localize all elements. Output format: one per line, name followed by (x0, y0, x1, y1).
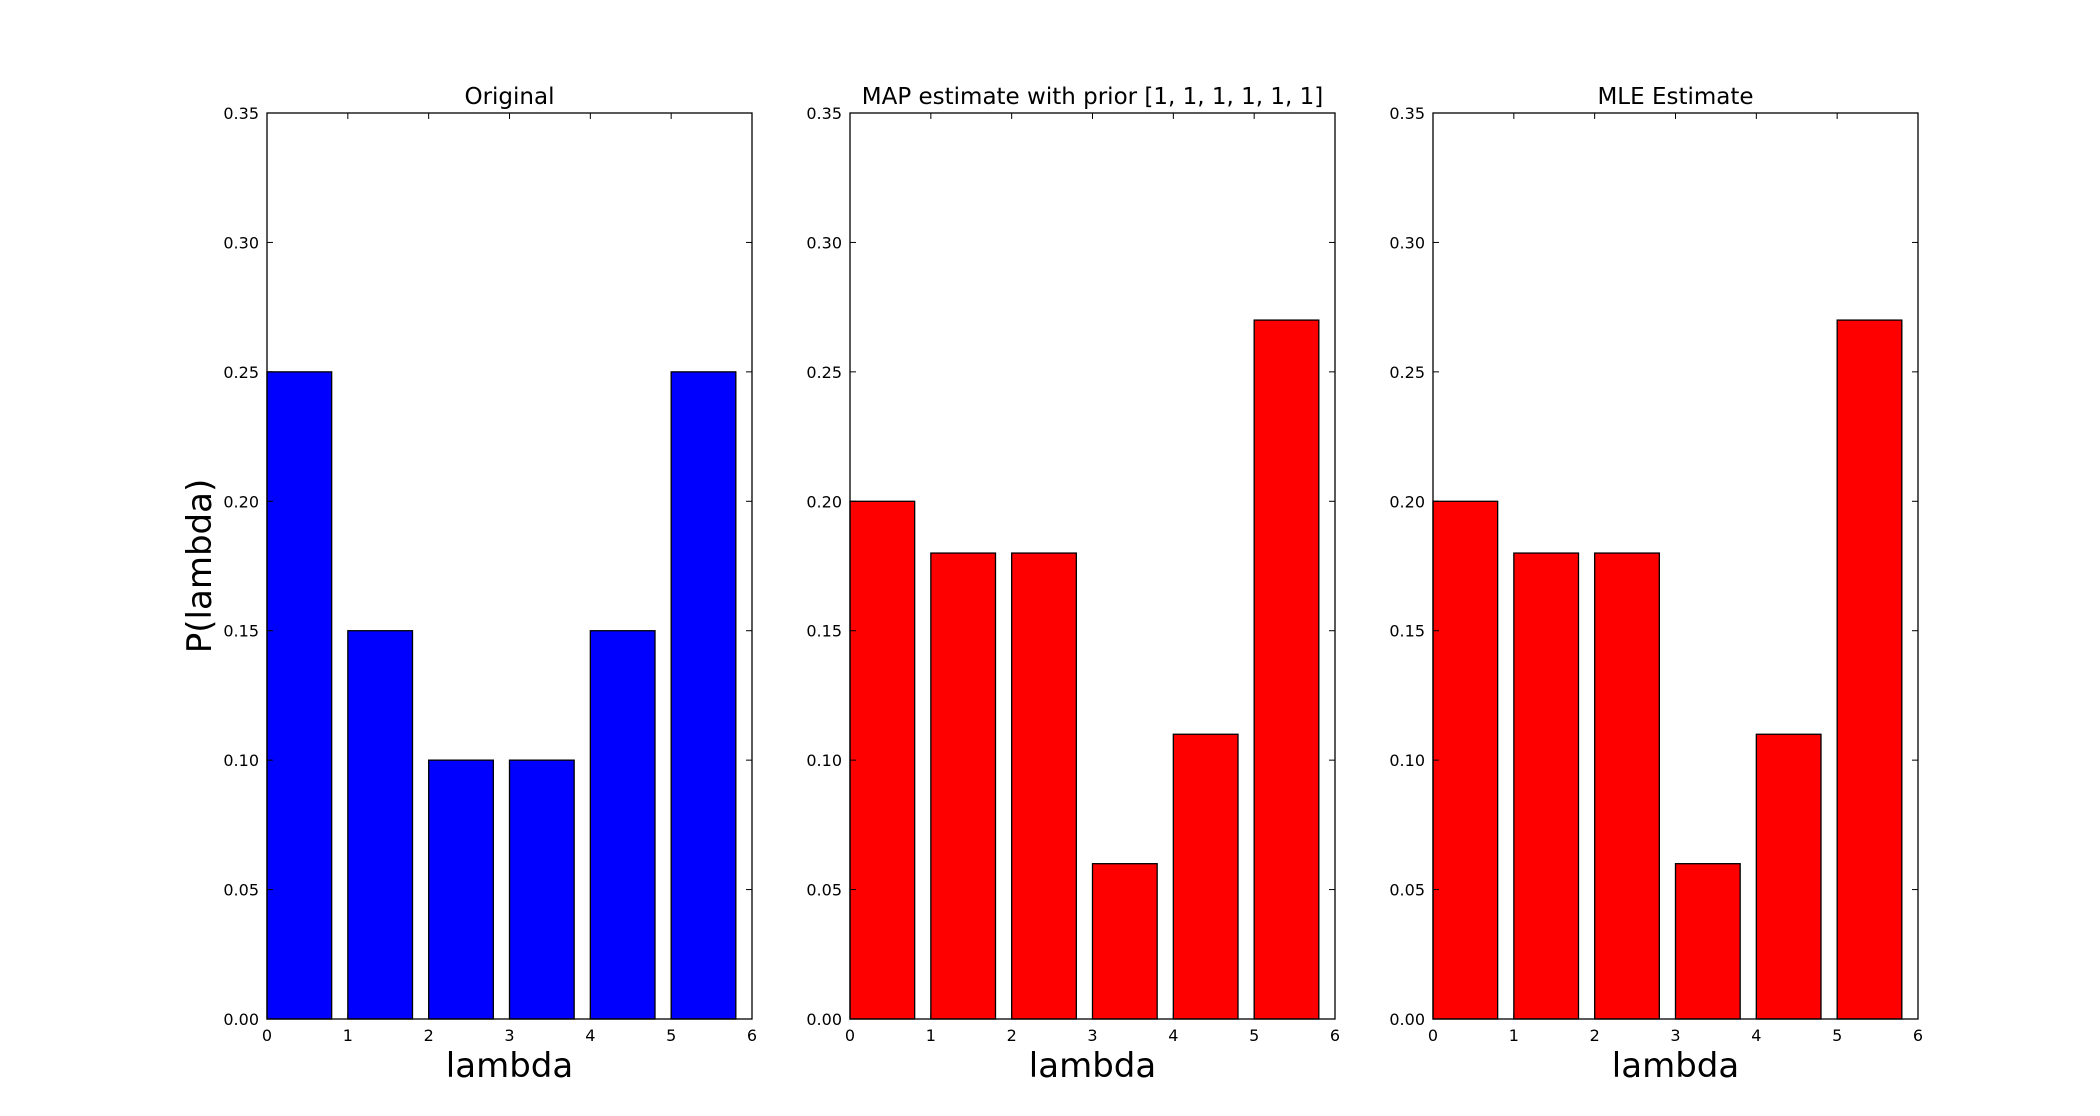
bar (1432, 500, 1499, 1020)
y-tick-label: 0.30 (806, 233, 842, 252)
x-axis-label: lambda (1612, 1046, 1739, 1086)
bar (1513, 552, 1580, 1020)
x-tick-label: 1 (926, 1026, 936, 1045)
x-tick-label: 4 (585, 1026, 595, 1045)
bar (1755, 733, 1822, 1020)
x-tick-label: 5 (1832, 1026, 1842, 1045)
y-tick-label: 0.05 (223, 881, 259, 900)
x-tick-label: 5 (1249, 1026, 1259, 1045)
y-tick-label: 0.15 (806, 622, 842, 641)
bar (428, 759, 494, 1020)
y-tick-label: 0.10 (223, 751, 259, 770)
bar (1594, 552, 1660, 1020)
bar (1091, 863, 1158, 1020)
chart-panel-2: 0 1 2 3 4 5 6 0.00 0.05 0.10 0.15 0.20 0.25 0.30 0.35 M… (806, 84, 1340, 1086)
x-tick-label: 3 (504, 1026, 514, 1045)
y-tick-label: 0.15 (1389, 622, 1425, 641)
y-tick-label: 0.20 (806, 492, 842, 511)
y-tick-label: 0.10 (806, 751, 842, 770)
x-tick-label: 6 (1330, 1026, 1340, 1045)
bar (589, 630, 656, 1020)
bar (1674, 863, 1741, 1020)
chart-title: MLE Estimate (1597, 84, 1753, 110)
x-tick-label: 3 (1087, 1026, 1097, 1045)
y-tick-label: 0.15 (223, 622, 259, 641)
y-tick-label: 0.05 (1389, 881, 1425, 900)
x-tick-label: 6 (747, 1026, 757, 1045)
chart-title: Original (464, 84, 554, 110)
y-tick-label: 0.20 (223, 492, 259, 511)
x-tick-label: 0 (262, 1026, 272, 1045)
x-tick-label: 4 (1168, 1026, 1178, 1045)
x-tick-label: 2 (1590, 1026, 1600, 1045)
x-axis-label: lambda (446, 1046, 573, 1086)
bar (266, 371, 333, 1020)
y-tick-label: 0.00 (806, 1010, 842, 1029)
bar (347, 630, 414, 1020)
bar (670, 371, 737, 1020)
y-tick-label: 0.35 (223, 104, 259, 123)
x-tick-label: 3 (1670, 1026, 1680, 1045)
y-axis-label: P(lambda) (180, 479, 220, 653)
x-tick-label: 2 (424, 1026, 434, 1045)
x-tick-label: 0 (1428, 1026, 1438, 1045)
bar (508, 759, 575, 1020)
x-tick-label: 0 (845, 1026, 855, 1045)
chart-panel-3: 0 1 2 3 4 5 6 0.00 0.05 0.10 0.15 0.20 0.25 0.30 0.35 M… (1389, 84, 1923, 1086)
x-tick-label: 1 (343, 1026, 353, 1045)
bar (1253, 319, 1320, 1020)
bar (1172, 733, 1239, 1020)
y-tick-label: 0.10 (1389, 751, 1425, 770)
chart-panel-1: 0 1 2 3 4 5 6 0.00 0.05 0.10 0.15 0.20 0.25 0.30 0.35 O… (180, 84, 757, 1086)
bar (849, 500, 916, 1020)
chart-title: MAP estimate with prior [1, 1, 1, 1, 1, … (862, 84, 1324, 110)
y-tick-label: 0.05 (806, 881, 842, 900)
y-tick-label: 0.00 (223, 1010, 259, 1029)
y-tick-label: 0.25 (806, 363, 842, 382)
y-tick-label: 0.35 (1389, 104, 1425, 123)
bar (930, 552, 997, 1020)
x-tick-label: 6 (1913, 1026, 1923, 1045)
x-tick-label: 1 (1509, 1026, 1519, 1045)
y-tick-label: 0.35 (806, 104, 842, 123)
x-axis-label: lambda (1029, 1046, 1156, 1086)
y-tick-label: 0.00 (1389, 1010, 1425, 1029)
bar (1011, 552, 1077, 1020)
bar (1836, 319, 1903, 1020)
x-tick-label: 2 (1007, 1026, 1017, 1045)
y-tick-label: 0.25 (1389, 363, 1425, 382)
y-tick-label: 0.25 (223, 363, 259, 382)
x-tick-label: 5 (666, 1026, 676, 1045)
y-tick-label: 0.20 (1389, 492, 1425, 511)
y-tick-label: 0.30 (223, 233, 259, 252)
x-tick-label: 4 (1751, 1026, 1761, 1045)
y-tick-label: 0.30 (1389, 233, 1425, 252)
